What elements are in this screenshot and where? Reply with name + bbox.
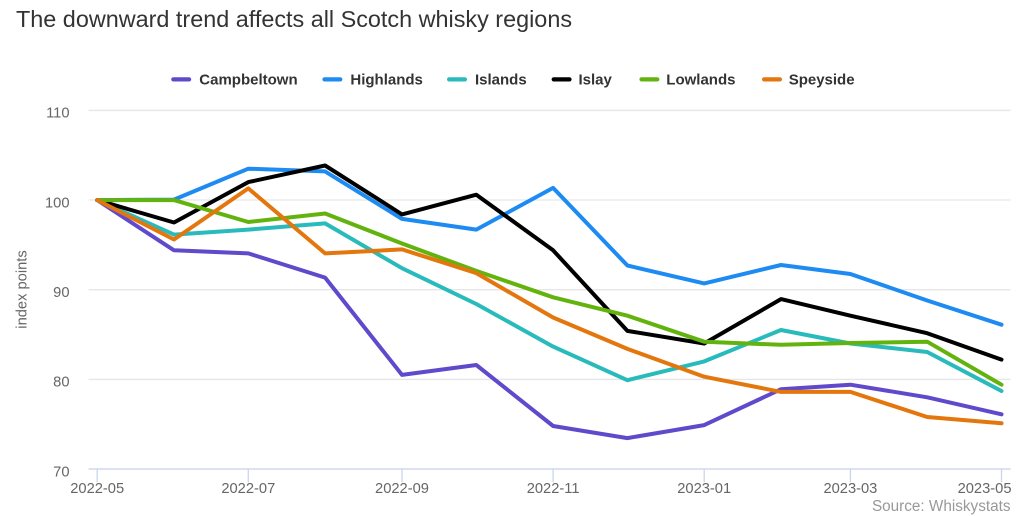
svg-text:80: 80 bbox=[53, 375, 69, 391]
svg-text:2022-07: 2022-07 bbox=[221, 481, 275, 497]
svg-text:Campbeltown: Campbeltown bbox=[199, 72, 297, 89]
svg-text:2023-03: 2023-03 bbox=[823, 481, 877, 497]
svg-text:The downward trend affects all: The downward trend affects all Scotch wh… bbox=[16, 6, 572, 32]
svg-text:110: 110 bbox=[46, 106, 69, 122]
svg-text:90: 90 bbox=[53, 285, 69, 301]
svg-text:2023-05: 2023-05 bbox=[958, 481, 1012, 497]
svg-text:2022-05: 2022-05 bbox=[70, 481, 124, 497]
svg-text:2023-01: 2023-01 bbox=[677, 481, 731, 497]
svg-text:Lowlands: Lowlands bbox=[666, 72, 735, 89]
svg-text:2022-11: 2022-11 bbox=[527, 481, 580, 497]
svg-text:2022-09: 2022-09 bbox=[375, 481, 429, 497]
svg-text:Islands: Islands bbox=[475, 72, 527, 89]
svg-text:Highlands: Highlands bbox=[350, 72, 423, 89]
svg-text:Speyside: Speyside bbox=[789, 72, 855, 89]
svg-text:70: 70 bbox=[53, 464, 69, 480]
svg-text:index points: index points bbox=[15, 250, 31, 328]
svg-text:100: 100 bbox=[45, 195, 70, 211]
svg-text:Source: Whiskystats: Source: Whiskystats bbox=[872, 498, 1011, 515]
svg-text:Islay: Islay bbox=[579, 72, 613, 89]
